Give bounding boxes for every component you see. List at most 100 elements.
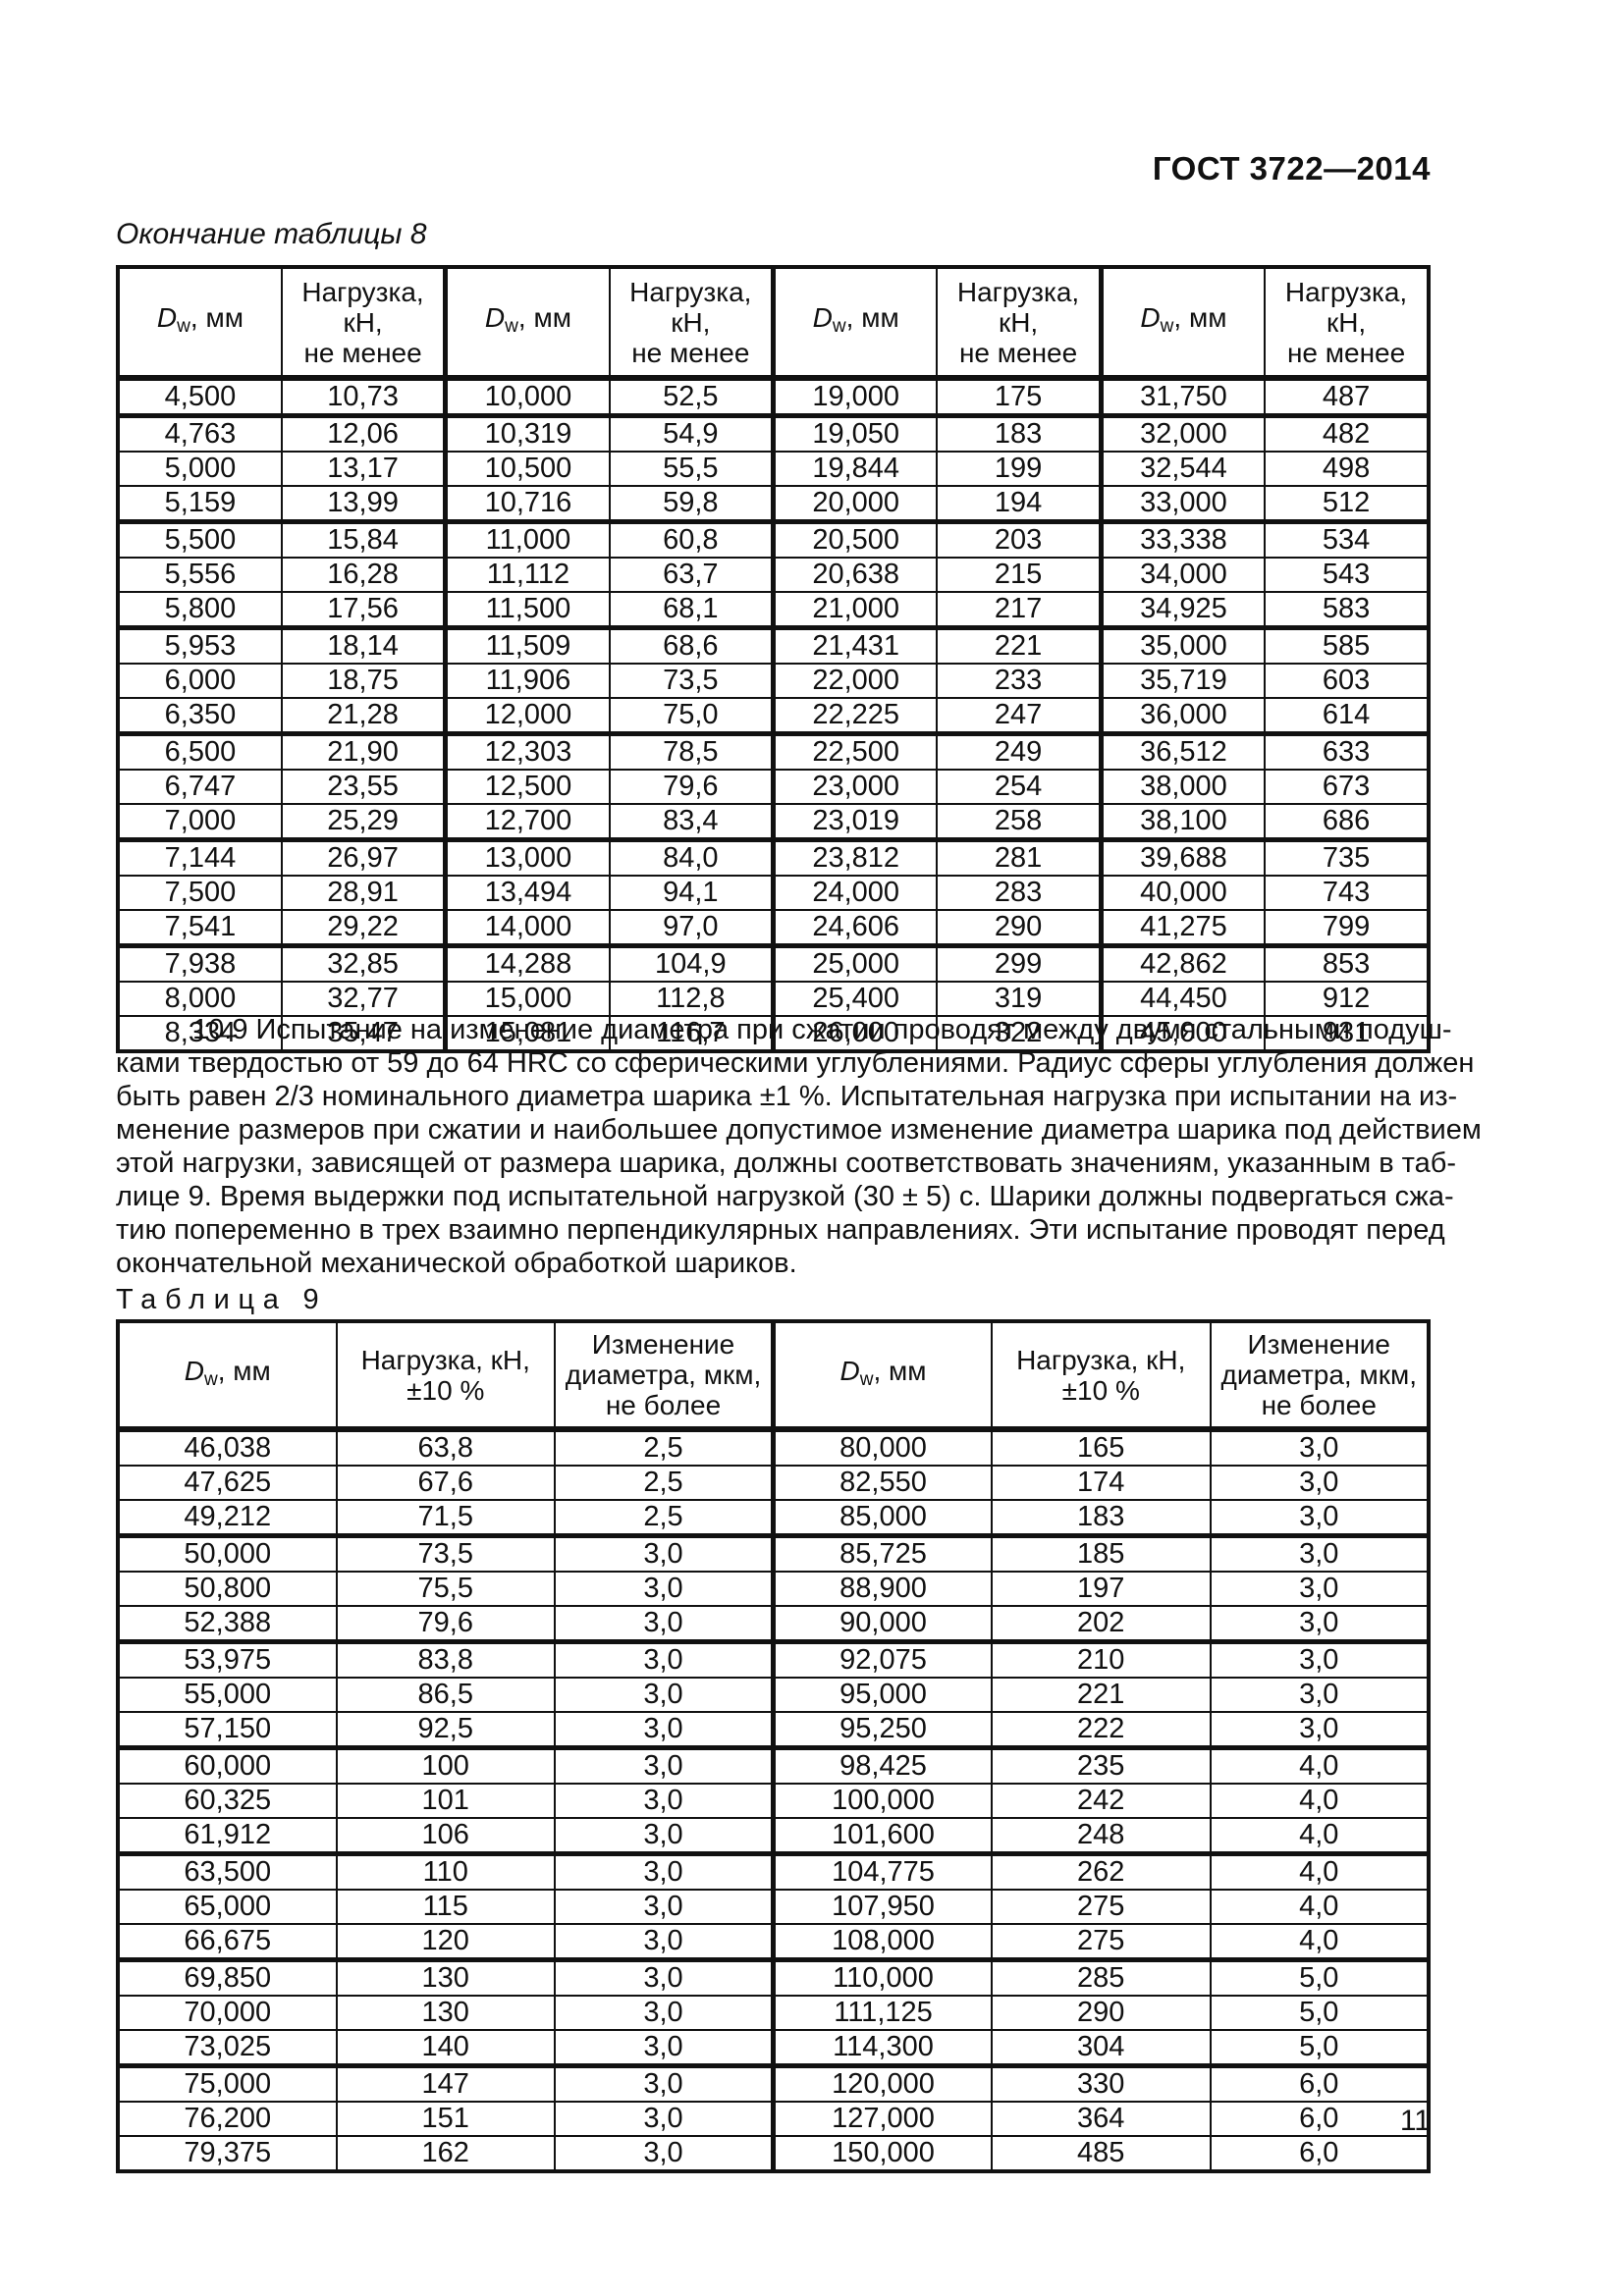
cell: 10,73 <box>280 377 447 418</box>
cell: 3,0 <box>554 1852 775 1891</box>
cell: 3,0 <box>554 1923 775 1962</box>
cell: 162 <box>335 2135 556 2172</box>
cell: 3,0 <box>554 1995 775 2031</box>
cell: 20,500 <box>771 520 939 559</box>
cell: 6,500 <box>117 732 283 771</box>
cell: 485 <box>991 2135 1212 2172</box>
cell: 853 <box>1264 944 1430 983</box>
cell: 86,5 <box>335 1677 556 1713</box>
cell: 217 <box>936 591 1103 630</box>
table8-header-row: Dw, мм Нагрузка, кН, не менее Dw, мм Нагруз… <box>117 266 1430 381</box>
table-row: 75,000 147 3,0 120,000 330 6,0 <box>117 2064 1430 2103</box>
cell: 175 <box>936 377 1103 418</box>
cell: 68,6 <box>608 626 775 665</box>
table-row: 60,000 100 3,0 98,425 235 4,0 <box>117 1746 1430 1785</box>
cell: 2,5 <box>554 1465 775 1501</box>
cell: 735 <box>1264 838 1430 877</box>
cell: 14,288 <box>443 944 611 983</box>
cell: 11,906 <box>443 663 611 699</box>
col-header-dw: Dw, мм <box>117 266 283 381</box>
cell: 322 <box>936 1015 1103 1052</box>
cell: 4,0 <box>1209 1889 1430 1925</box>
dw-symbol: D <box>184 1355 204 1386</box>
cell: 35,719 <box>1098 663 1267 699</box>
cell: 34,000 <box>1098 557 1267 593</box>
col-header-load: Нагрузка, кН, ±10 % <box>335 1320 556 1432</box>
cell: 20,638 <box>771 557 939 593</box>
cell: 23,55 <box>280 769 447 805</box>
cell: 28,91 <box>280 875 447 911</box>
cell: 248 <box>991 1817 1212 1856</box>
cell: 98,425 <box>771 1746 993 1785</box>
cell: 85,000 <box>771 1499 993 1538</box>
cell: 32,000 <box>1098 414 1267 453</box>
cell: 36,000 <box>1098 697 1267 736</box>
cell: 5,0 <box>1209 2029 1430 2068</box>
cell: 73,025 <box>117 2029 338 2068</box>
table-row: 73,025 140 3,0 114,300 304 5,0 <box>117 2029 1430 2068</box>
table-row: 8,334 35,47 15,081 116,7 26,000 322 45,000 931 <box>117 1015 1430 1052</box>
cell: 5,556 <box>117 557 283 593</box>
cell: 20,000 <box>771 485 939 524</box>
cell: 283 <box>936 875 1103 911</box>
cell: 107,950 <box>771 1889 993 1925</box>
cell: 512 <box>1264 485 1430 524</box>
cell: 3,0 <box>554 1605 775 1644</box>
cell: 101,600 <box>771 1817 993 1856</box>
cell: 13,494 <box>443 875 611 911</box>
table-row: 6,000 18,75 11,906 73,5 22,000 233 35,719 603 <box>117 663 1430 699</box>
table-row: 49,212 71,5 2,5 85,000 183 3,0 <box>117 1499 1430 1538</box>
cell: 364 <box>991 2101 1212 2137</box>
cell: 285 <box>991 1958 1212 1997</box>
cell: 4,763 <box>117 414 283 453</box>
cell: 534 <box>1264 520 1430 559</box>
cell: 94,1 <box>608 875 775 911</box>
cell: 88,900 <box>771 1571 993 1607</box>
cell: 31,750 <box>1098 377 1267 418</box>
cell: 59,8 <box>608 485 775 524</box>
table9-header-row: Dw, мм Нагрузка, кН, ±10 % Изменение диаме… <box>117 1320 1430 1432</box>
cell: 23,812 <box>771 838 939 877</box>
cell: 5,800 <box>117 591 283 630</box>
table-row: 5,556 16,28 11,112 63,7 20,638 215 34,000 543 <box>117 557 1430 593</box>
cell: 68,1 <box>608 591 775 630</box>
table-row: 6,747 23,55 12,500 79,6 23,000 254 38,000 673 <box>117 769 1430 805</box>
cell: 3,0 <box>554 1640 775 1679</box>
cell: 82,550 <box>771 1465 993 1501</box>
col-header-load: Нагрузка, кН, не менее <box>608 266 775 381</box>
table-row: 7,144 26,97 13,000 84,0 23,812 281 39,688 735 <box>117 838 1430 877</box>
cell: 55,5 <box>608 451 775 487</box>
col-header-dw: Dw, мм <box>1098 266 1267 381</box>
cell: 24,606 <box>771 909 939 948</box>
cell: 242 <box>991 1783 1212 1819</box>
cell: 543 <box>1264 557 1430 593</box>
cell: 17,56 <box>280 591 447 630</box>
table8-caption: Окончание таблицы 8 <box>116 218 427 250</box>
cell: 12,000 <box>443 697 611 736</box>
cell: 73,5 <box>608 663 775 699</box>
paragraph-line: окончательной механической обработкой ша… <box>116 1248 797 1279</box>
cell: 40,000 <box>1098 875 1267 911</box>
cell: 247 <box>936 697 1103 736</box>
cell: 67,6 <box>335 1465 556 1501</box>
cell: 185 <box>991 1534 1212 1573</box>
cell: 29,22 <box>280 909 447 948</box>
dw-symbol: D <box>484 302 506 334</box>
table-row: 7,500 28,91 13,494 94,1 24,000 283 40,000 743 <box>117 875 1430 911</box>
table8-container: Dw, мм Нагрузка, кН, не менее Dw, мм Нагруз… <box>116 265 1431 1053</box>
cell: 21,431 <box>771 626 939 665</box>
cell: 75,0 <box>608 697 775 736</box>
cell: 10,319 <box>443 414 611 453</box>
cell: 66,675 <box>117 1923 338 1962</box>
cell: 5,500 <box>117 520 283 559</box>
dw-subscript: w <box>832 315 846 337</box>
cell: 3,0 <box>554 1746 775 1785</box>
cell: 199 <box>936 451 1103 487</box>
table-row: 60,325 101 3,0 100,000 242 4,0 <box>117 1783 1430 1819</box>
cell: 4,0 <box>1209 1783 1430 1819</box>
cell: 686 <box>1264 803 1430 842</box>
cell: 22,500 <box>771 732 939 771</box>
table-row: 50,000 73,5 3,0 85,725 185 3,0 <box>117 1534 1430 1573</box>
table-8: Dw, мм Нагрузка, кН, не менее Dw, мм Нагруз… <box>116 265 1431 1053</box>
cell: 614 <box>1264 697 1430 736</box>
